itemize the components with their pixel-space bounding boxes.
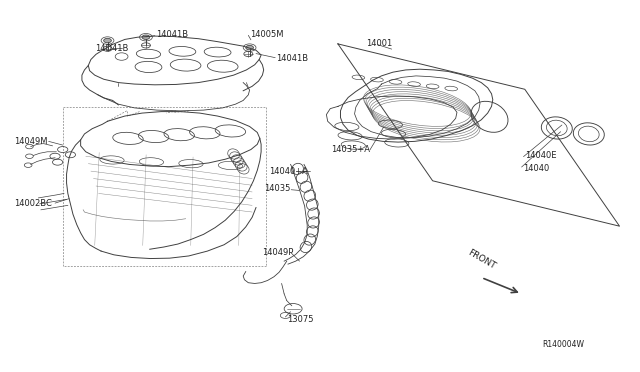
- Text: 14D41B: 14D41B: [95, 44, 128, 53]
- Text: 14040+A: 14040+A: [269, 167, 308, 176]
- Circle shape: [104, 38, 111, 43]
- Circle shape: [142, 35, 150, 39]
- Text: 14040E: 14040E: [525, 151, 556, 160]
- Text: FRONT: FRONT: [466, 248, 497, 271]
- Text: 14001: 14001: [366, 39, 392, 48]
- Text: 14041B: 14041B: [276, 54, 308, 63]
- Text: 14005M: 14005M: [250, 30, 283, 39]
- Text: 14002BC: 14002BC: [14, 199, 52, 208]
- Text: 14041B: 14041B: [156, 30, 188, 39]
- Circle shape: [246, 45, 253, 50]
- Text: 14035+A: 14035+A: [332, 145, 371, 154]
- Text: 14035: 14035: [264, 185, 290, 193]
- Text: 14040: 14040: [523, 164, 549, 173]
- Text: 14049P: 14049P: [262, 248, 294, 257]
- Text: R140004W: R140004W: [543, 340, 585, 349]
- Text: 13075: 13075: [287, 315, 313, 324]
- Text: 14049M: 14049M: [14, 137, 47, 146]
